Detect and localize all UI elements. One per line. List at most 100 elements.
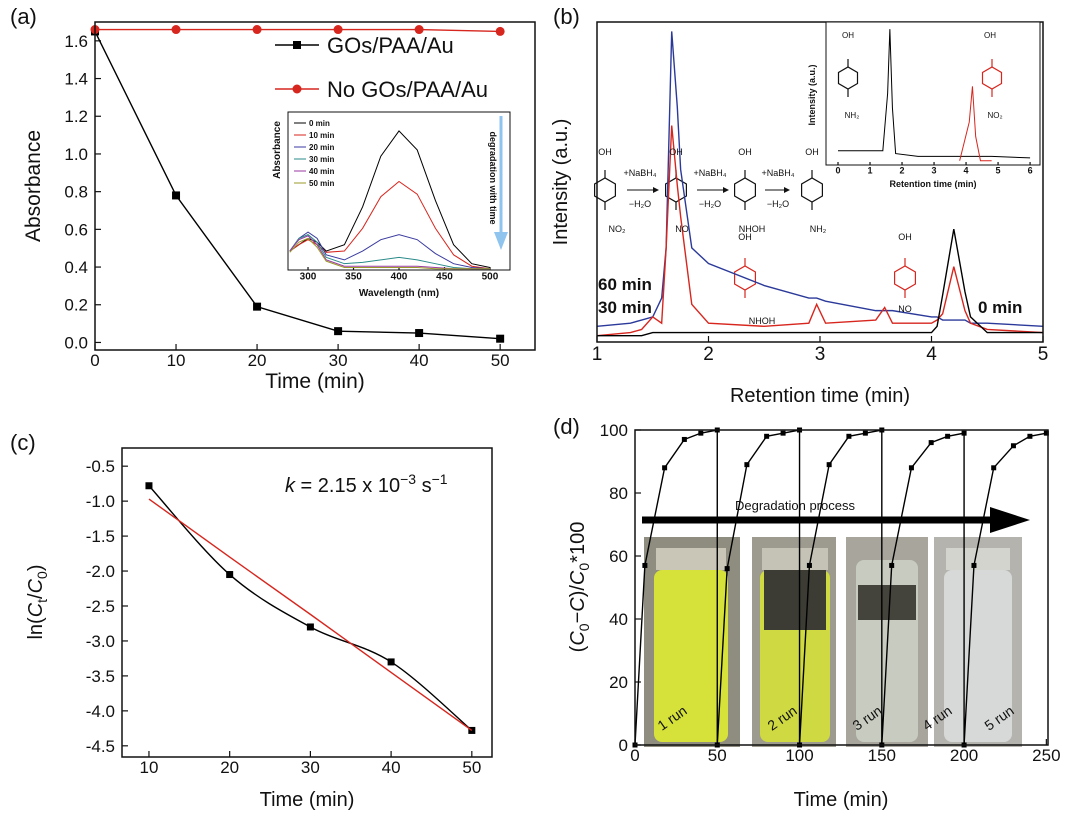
x-tick-label: 0 xyxy=(90,351,99,370)
panel-label: (d) xyxy=(553,414,580,439)
panel-label: (c) xyxy=(10,430,36,455)
marker xyxy=(846,433,852,439)
legend-label: 10 min xyxy=(309,131,334,140)
y-axis-title: Intensity (a.u.) xyxy=(550,119,572,246)
photo-layer xyxy=(642,507,1030,747)
series-label: 30 min xyxy=(598,298,652,317)
plot-frame xyxy=(94,21,536,351)
legend-label: 0 min xyxy=(309,119,330,128)
y-axis-title-part: C xyxy=(567,570,589,585)
marker xyxy=(1027,433,1033,439)
y-tick-label: -3.0 xyxy=(86,632,115,651)
series-line xyxy=(596,31,1044,328)
panel-label: (b) xyxy=(553,4,580,29)
annotation: OH xyxy=(984,31,996,40)
annotation-part: s xyxy=(416,475,432,497)
marker xyxy=(806,562,812,568)
annotation: NO xyxy=(675,224,689,234)
series-line xyxy=(95,28,501,33)
y-tick-label: 0.2 xyxy=(64,296,88,315)
x-tick-label: 300 xyxy=(300,272,317,283)
marker xyxy=(744,462,750,468)
y-axis-title: (C0−C)/C0*100 xyxy=(567,522,592,653)
x-tick-label: 50 xyxy=(462,758,481,777)
annotation: NH₂ xyxy=(845,111,860,120)
membrane xyxy=(858,585,916,620)
marker xyxy=(495,26,505,36)
y-tick-label: 80 xyxy=(609,484,628,503)
y-tick-label: -1.5 xyxy=(86,527,115,546)
series-line xyxy=(596,125,1044,337)
membrane xyxy=(764,570,826,630)
y-tick-label: -2.0 xyxy=(86,562,115,581)
x-axis-title: Time (min) xyxy=(265,370,365,393)
y-tick-label: -1.0 xyxy=(86,492,115,511)
x-axis-title: Time (min) xyxy=(260,789,355,811)
y-tick-label: -0.5 xyxy=(86,457,115,476)
marker xyxy=(253,302,262,311)
y-tick-label: 0.4 xyxy=(64,258,88,277)
marker xyxy=(928,440,934,446)
marker xyxy=(334,327,343,336)
y-axis-title-part: / xyxy=(25,593,47,599)
x-tick-label: 20 xyxy=(220,758,239,777)
y-tick-label: 1.0 xyxy=(64,145,88,164)
marker xyxy=(971,562,977,568)
x-tick-label: 5 xyxy=(996,166,1001,176)
series-line xyxy=(289,231,491,270)
marker xyxy=(496,334,505,343)
x-axis-title: Time (min) xyxy=(794,789,889,811)
y-axis-title-part: *100 xyxy=(567,522,589,563)
annotation: −H₂O xyxy=(629,199,651,209)
y-axis-title-part: C xyxy=(25,602,47,617)
y-axis-title-part: t xyxy=(34,599,50,603)
y-axis-title-part: ( xyxy=(567,645,589,652)
x-tick-label: 30 xyxy=(329,351,348,370)
y-axis-title-part: C xyxy=(567,631,589,646)
x-tick-label: 150 xyxy=(868,746,896,765)
marker xyxy=(991,465,997,471)
marker xyxy=(171,25,181,35)
marker xyxy=(415,329,424,338)
y-axis-title-part: ln( xyxy=(25,617,47,640)
x-tick-label: 0 xyxy=(835,166,840,176)
x-tick-label: 3 xyxy=(815,344,826,365)
annotation: OH xyxy=(669,147,683,157)
y-tick-label: 0.8 xyxy=(64,183,88,202)
x-tick-label: 6 xyxy=(1028,166,1033,176)
annotation: NO xyxy=(898,304,912,314)
reaction-arrowhead xyxy=(653,187,659,193)
x-tick-label: 20 xyxy=(248,351,267,370)
series-line xyxy=(289,130,491,268)
marker xyxy=(642,562,648,568)
y-tick-label: 1.4 xyxy=(64,70,88,89)
x-tick-label: 40 xyxy=(382,758,401,777)
series-label: 60 min xyxy=(598,275,652,294)
annotation: OH xyxy=(738,147,752,157)
marker xyxy=(862,430,868,436)
legend-label: GOs/PAA/Au xyxy=(327,33,454,58)
annotation: OH xyxy=(805,147,819,157)
y-tick-label: 0 xyxy=(619,736,628,755)
x-tick-label: 50 xyxy=(491,351,510,370)
legend-label: 40 min xyxy=(309,167,334,176)
x-tick-label: 0 xyxy=(630,746,639,765)
annotation-part: = 2.15 x 10 xyxy=(295,475,400,497)
x-tick-label: 10 xyxy=(139,758,158,777)
x-tick-label: 4 xyxy=(926,344,937,365)
legend-label: 20 min xyxy=(309,143,334,152)
x-tick-label: 4 xyxy=(964,166,969,176)
annotation-part: k xyxy=(285,475,296,497)
y-axis-title-part: − xyxy=(567,612,589,624)
y-tick-label: -4.5 xyxy=(86,737,115,756)
x-tick-label: 2 xyxy=(900,166,905,176)
annotation: OH xyxy=(738,232,752,242)
series-line xyxy=(289,237,490,270)
annotation: NHOH xyxy=(749,316,776,326)
marker xyxy=(1043,430,1049,436)
vial-cap xyxy=(656,548,726,570)
x-axis-title: Retention time (min) xyxy=(730,385,910,407)
y-tick-label: -3.5 xyxy=(86,667,115,686)
annotation: OH xyxy=(898,232,912,242)
